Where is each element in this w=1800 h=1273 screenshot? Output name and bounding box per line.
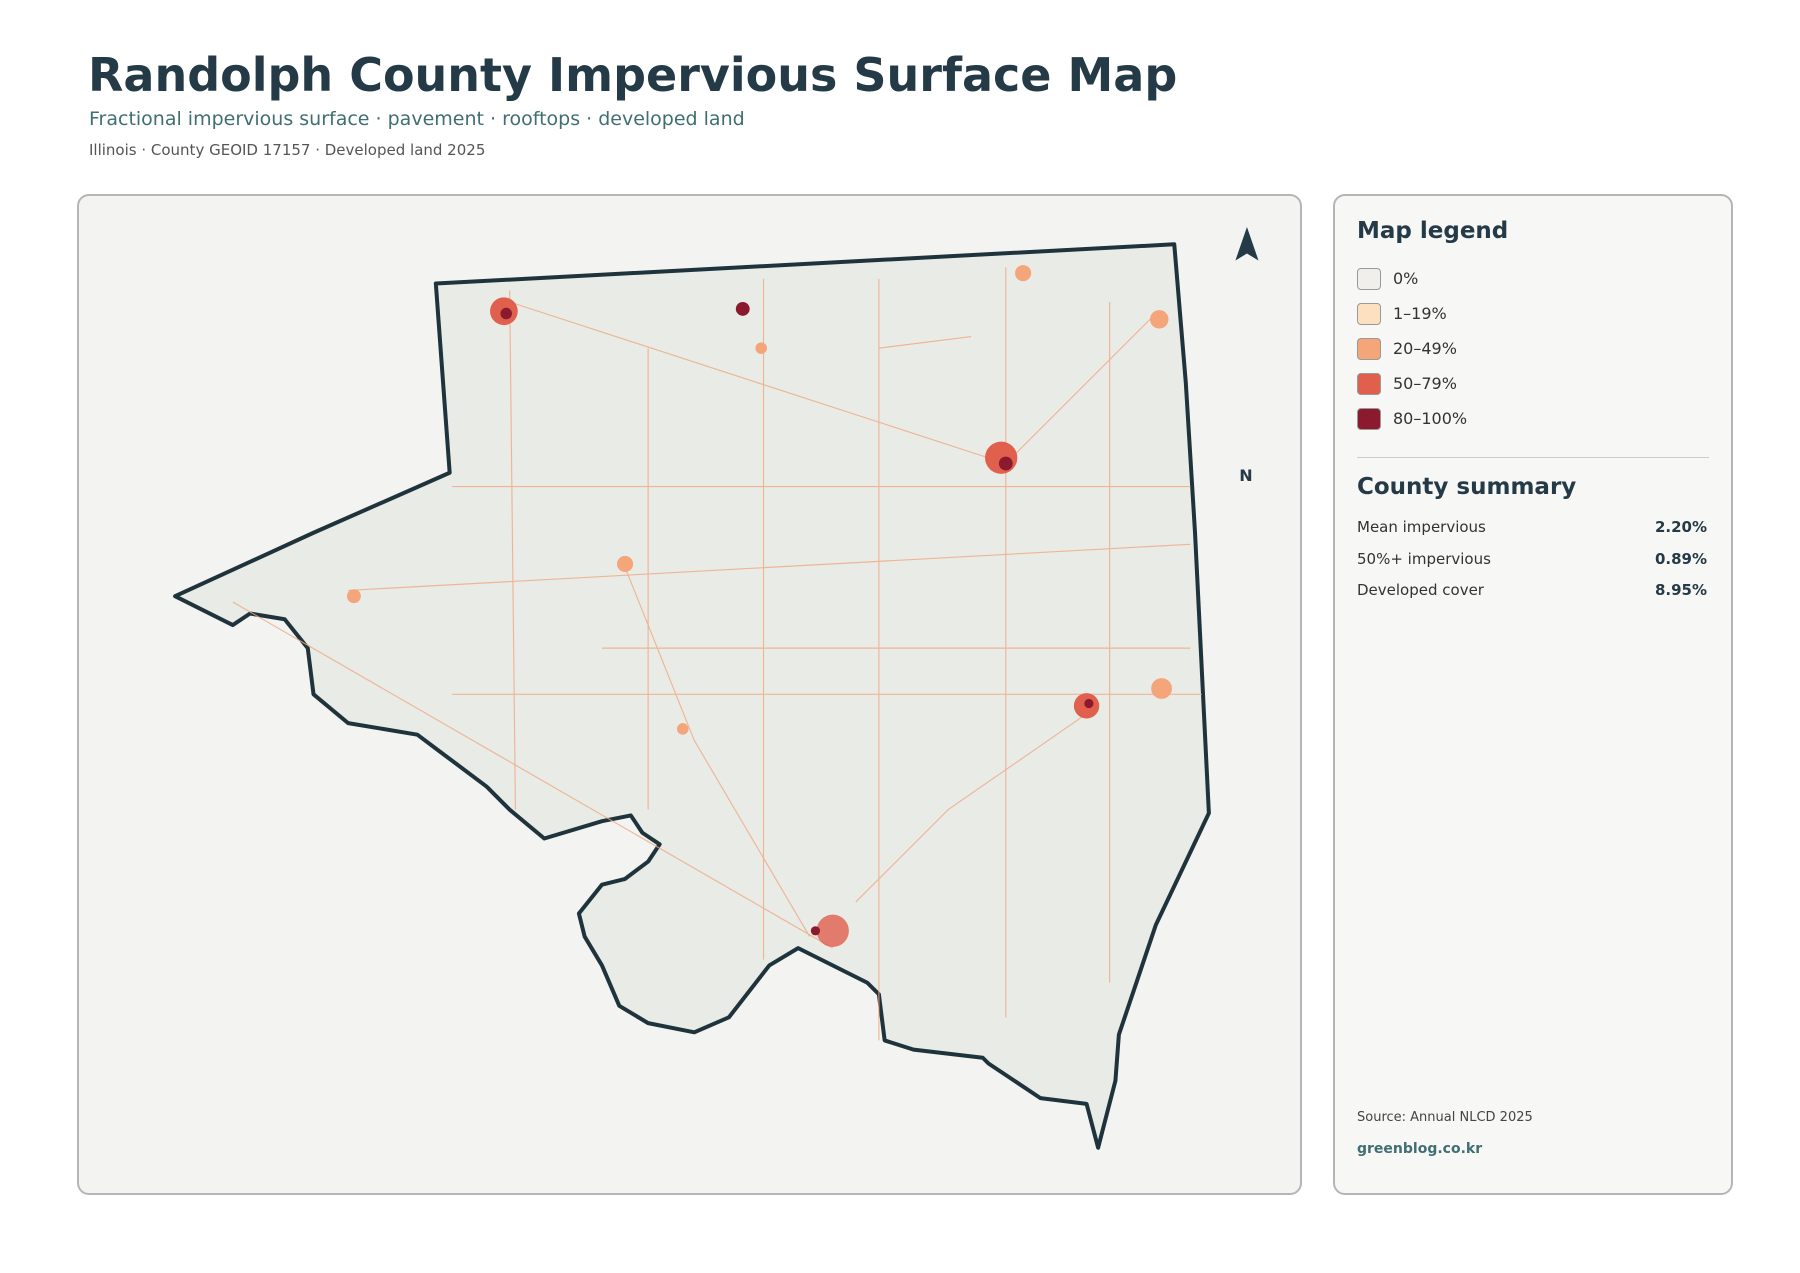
meta: Illinois · County GEOID 17157 · Develope…	[89, 141, 486, 159]
source: Source: Annual NLCD 2025	[1357, 1110, 1533, 1125]
summary-value: 0.89%	[1654, 549, 1707, 568]
county-boundary	[175, 244, 1209, 1147]
title: Randolph County Impervious Surface Map	[88, 48, 1178, 102]
legend-label: 0%	[1393, 269, 1419, 288]
legend-swatch	[1357, 338, 1381, 360]
legend-label: 20–49%	[1393, 339, 1457, 358]
legend-label: 80–100%	[1393, 409, 1468, 428]
legend-swatch	[1357, 408, 1381, 430]
legend-swatch	[1357, 373, 1381, 395]
credit: greenblog.co.kr	[1357, 1141, 1483, 1157]
summary-label: 50%+ impervious	[1357, 549, 1491, 568]
summary-value: 2.20%	[1654, 518, 1707, 536]
north-arrow	[1235, 226, 1259, 261]
legend-swatch	[1357, 303, 1381, 325]
roads	[232, 267, 1202, 1041]
summary-value: 8.95%	[1654, 581, 1707, 599]
legend-swatch	[1357, 268, 1381, 290]
map: N	[79, 226, 1259, 1193]
subtitle: Fractional impervious surface · pavement…	[89, 108, 745, 130]
summary-label: Developed cover	[1357, 581, 1484, 599]
north-label: N	[1239, 466, 1252, 485]
divider	[1357, 457, 1709, 458]
legend-label: 50–79%	[1393, 374, 1457, 393]
legend-label: 1–19%	[1393, 304, 1447, 323]
towns	[346, 265, 1172, 947]
legend-panel: Map legend 0% 1–19% 20–49% 50–79% 80–100% Co…	[1333, 194, 1733, 1195]
summary-label: Mean impervious	[1357, 518, 1486, 536]
map-panel: N	[77, 194, 1302, 1195]
summary-title: County summary	[1357, 474, 1577, 500]
legend-title: Map legend	[1357, 218, 1509, 244]
